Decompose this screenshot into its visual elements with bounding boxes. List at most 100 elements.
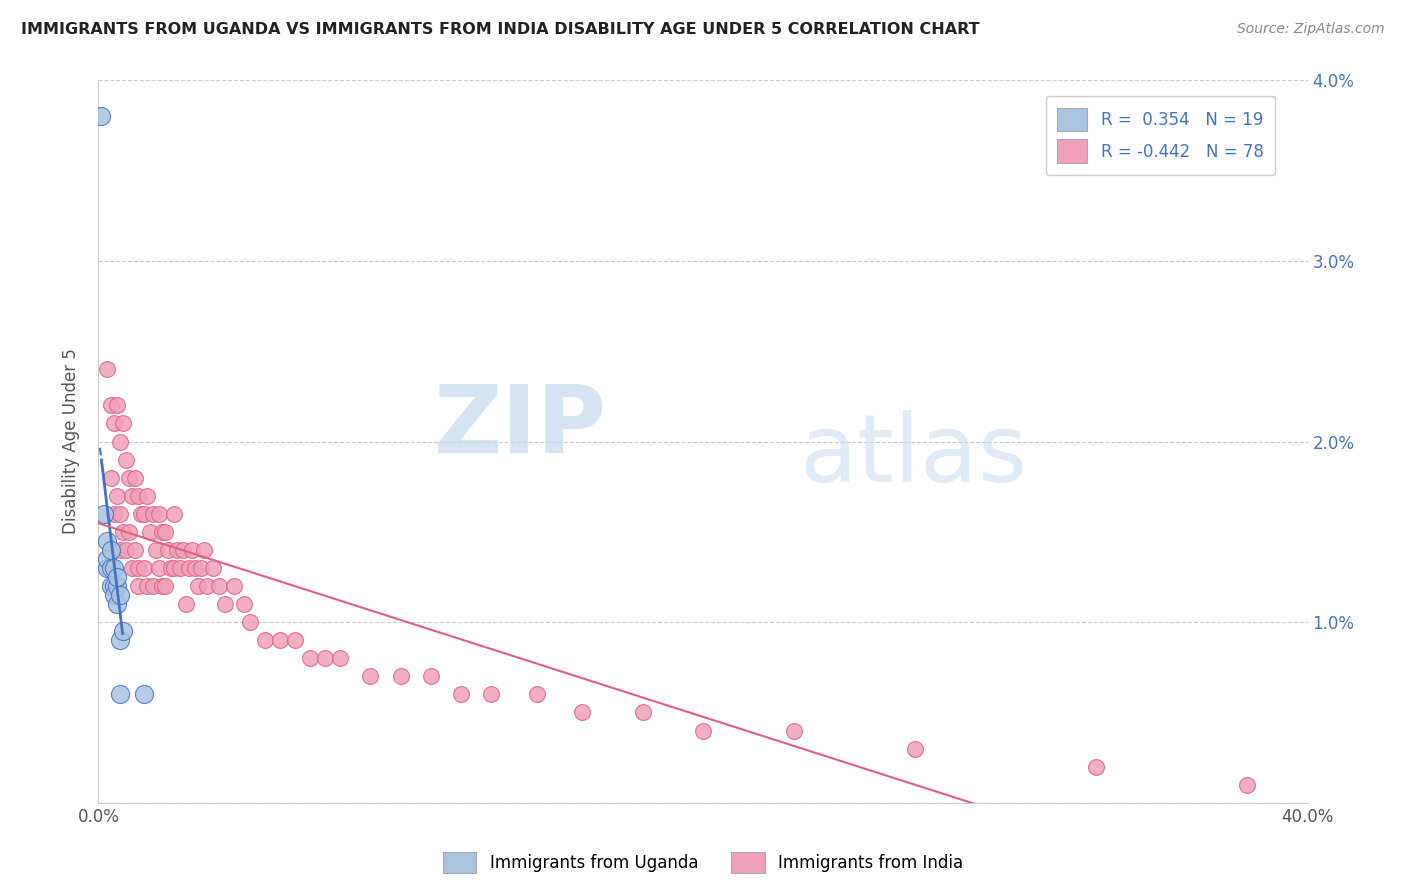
Point	[114, 542, 136, 557]
Text: atlas: atlas	[800, 410, 1028, 502]
Point	[389, 669, 412, 683]
Point	[299, 651, 322, 665]
Point	[314, 651, 336, 665]
Point	[108, 542, 131, 557]
Point	[150, 524, 173, 539]
Point	[90, 109, 112, 123]
Point	[1085, 760, 1108, 774]
Point	[145, 542, 167, 557]
Point	[96, 561, 118, 575]
Text: Source: ZipAtlas.com: Source: ZipAtlas.com	[1237, 22, 1385, 37]
Point	[160, 561, 183, 575]
Point	[172, 542, 194, 557]
Point	[783, 723, 806, 738]
Point	[118, 524, 141, 539]
Point	[100, 398, 122, 412]
Point	[121, 561, 143, 575]
Point	[114, 452, 136, 467]
Point	[195, 579, 218, 593]
Point	[360, 669, 382, 683]
Point	[135, 579, 157, 593]
Point	[111, 524, 134, 539]
Point	[284, 633, 307, 648]
Point	[96, 533, 118, 548]
Point	[108, 434, 131, 449]
Point	[100, 561, 122, 575]
Point	[132, 561, 155, 575]
Point	[96, 362, 118, 376]
Point	[269, 633, 291, 648]
Point	[181, 542, 204, 557]
Point	[150, 579, 173, 593]
Point	[103, 417, 125, 431]
Point	[253, 633, 276, 648]
Point	[202, 561, 225, 575]
Point	[129, 507, 152, 521]
Point	[111, 417, 134, 431]
Point	[153, 579, 176, 593]
Point	[481, 687, 503, 701]
Text: IMMIGRANTS FROM UGANDA VS IMMIGRANTS FROM INDIA DISABILITY AGE UNDER 5 CORRELATI: IMMIGRANTS FROM UGANDA VS IMMIGRANTS FRO…	[21, 22, 980, 37]
Point	[100, 579, 122, 593]
Y-axis label: Disability Age Under 5: Disability Age Under 5	[62, 349, 80, 534]
Point	[132, 687, 155, 701]
Point	[156, 542, 179, 557]
Point	[232, 597, 254, 611]
Point	[93, 507, 115, 521]
Point	[108, 507, 131, 521]
Point	[105, 579, 128, 593]
Point	[103, 507, 125, 521]
Point	[214, 597, 236, 611]
Point	[103, 561, 125, 575]
Point	[239, 615, 262, 630]
Point	[692, 723, 714, 738]
Point	[904, 741, 927, 756]
Legend: R =  0.354   N = 19, R = -0.442   N = 78: R = 0.354 N = 19, R = -0.442 N = 78	[1046, 95, 1275, 175]
Point	[111, 624, 134, 639]
Point	[631, 706, 654, 720]
Point	[105, 597, 128, 611]
Point	[118, 471, 141, 485]
Point	[103, 579, 125, 593]
Point	[100, 471, 122, 485]
Point	[526, 687, 548, 701]
Point	[100, 542, 122, 557]
Point	[96, 552, 118, 566]
Point	[142, 579, 165, 593]
Point	[571, 706, 593, 720]
Point	[124, 542, 146, 557]
Point	[108, 633, 131, 648]
Point	[139, 524, 162, 539]
Point	[174, 597, 197, 611]
Point	[124, 471, 146, 485]
Point	[127, 561, 149, 575]
Point	[132, 507, 155, 521]
Point	[224, 579, 246, 593]
Point	[135, 489, 157, 503]
Point	[127, 579, 149, 593]
Point	[148, 507, 170, 521]
Point	[148, 561, 170, 575]
Point	[163, 561, 186, 575]
Point	[108, 687, 131, 701]
Point	[184, 561, 207, 575]
Point	[187, 579, 209, 593]
Point	[105, 398, 128, 412]
Point	[190, 561, 212, 575]
Point	[420, 669, 443, 683]
Point	[1236, 778, 1258, 792]
Point	[153, 524, 176, 539]
Point	[105, 489, 128, 503]
Point	[163, 507, 186, 521]
Point	[105, 570, 128, 584]
Text: ZIP: ZIP	[433, 381, 606, 473]
Point	[108, 588, 131, 602]
Point	[329, 651, 352, 665]
Point	[166, 542, 188, 557]
Point	[169, 561, 191, 575]
Point	[103, 588, 125, 602]
Point	[142, 507, 165, 521]
Point	[127, 489, 149, 503]
Point	[193, 542, 215, 557]
Point	[208, 579, 231, 593]
